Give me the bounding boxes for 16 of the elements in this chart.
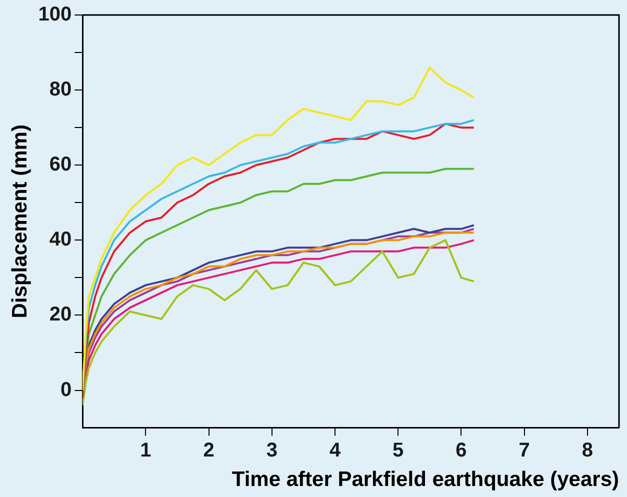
x-tick-label: 1 xyxy=(140,439,152,462)
y-tick-label: 80 xyxy=(49,78,72,101)
y-tick-label: 100 xyxy=(38,4,72,26)
x-tick-label: 6 xyxy=(456,439,467,462)
y-tick-label: 0 xyxy=(60,378,72,401)
y-tick-label: 20 xyxy=(49,304,72,326)
y-tick-label: 40 xyxy=(49,228,72,251)
x-tick-label: 3 xyxy=(266,439,278,462)
x-axis-title: Time after Parkfield earthquake (years) xyxy=(232,468,619,492)
x-tick-label: 5 xyxy=(392,439,404,462)
x-tick-label: 7 xyxy=(518,439,530,462)
y-axis-title: Displacement (mm) xyxy=(8,124,32,318)
x-tick-label: 4 xyxy=(329,439,342,462)
x-tick-label: 8 xyxy=(582,439,594,462)
y-tick-label: 60 xyxy=(49,154,72,176)
x-tick-label: 2 xyxy=(203,439,214,462)
